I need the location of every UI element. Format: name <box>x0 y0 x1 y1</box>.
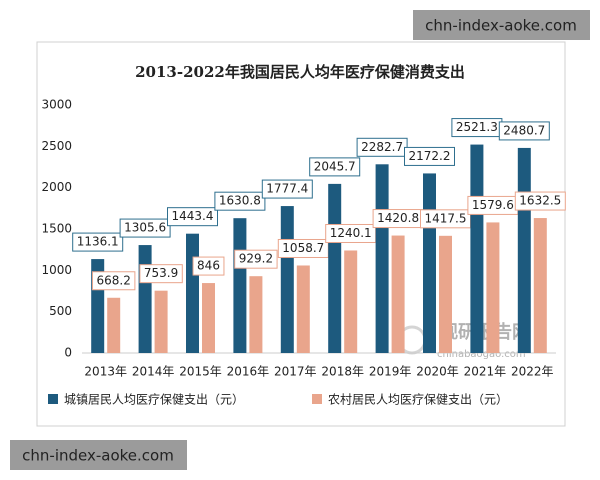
x-tick-label: 2022年 <box>511 365 554 379</box>
y-tick-label: 1000 <box>41 263 72 277</box>
bar <box>486 222 500 353</box>
value-label: 2521.3 <box>456 120 498 134</box>
value-label-box <box>261 179 313 199</box>
legend-swatch <box>312 394 322 404</box>
value-label: 1579.6 <box>472 198 514 212</box>
value-label: 2045.7 <box>314 159 356 173</box>
y-tick-label: 3000 <box>41 98 72 112</box>
watermark: 观研报告网 <box>440 321 530 343</box>
x-tick-label: 2015年 <box>179 365 222 379</box>
bar <box>138 245 152 353</box>
value-label: 1630.8 <box>219 194 261 208</box>
bar <box>439 235 452 353</box>
x-tick-label: 2013年 <box>84 365 127 379</box>
x-tick-label: 2020年 <box>416 365 459 379</box>
legend-swatch <box>48 394 58 404</box>
value-label-box <box>234 249 278 269</box>
value-label: 1058.7 <box>282 241 324 255</box>
value-label-box <box>214 191 266 211</box>
value-label: 1305.6 <box>124 221 166 235</box>
value-label-box <box>498 121 550 141</box>
watermark: chn-index-aoke.com <box>22 447 174 465</box>
value-label: 753.9 <box>144 266 178 280</box>
y-tick-label: 1500 <box>41 222 72 236</box>
chart-title: 2013-2022年我国居民人均年医疗保健消费支出 <box>135 63 465 81</box>
value-label: 1777.4 <box>266 182 308 196</box>
value-label: 2480.7 <box>503 123 545 137</box>
x-tick-label: 2016年 <box>227 365 270 379</box>
bar <box>391 235 405 353</box>
value-label: 1417.5 <box>425 211 467 225</box>
bar <box>233 218 247 353</box>
value-label: 1632.5 <box>519 194 561 208</box>
y-tick-label: 500 <box>49 304 72 318</box>
bar <box>154 290 168 353</box>
watermark: chn-index-aoke.com <box>425 17 577 35</box>
bar <box>375 164 389 353</box>
value-label: 1136.1 <box>77 235 119 249</box>
legend-label: 城镇居民人均医疗保健支出（元） <box>64 393 244 407</box>
x-tick-label: 2018年 <box>321 365 364 379</box>
value-label-box <box>514 191 566 211</box>
value-label: 668.2 <box>97 273 131 287</box>
y-tick-label: 2000 <box>41 180 72 194</box>
watermark-box <box>413 10 590 40</box>
value-label: 929.2 <box>239 252 273 266</box>
value-label-box <box>404 146 455 166</box>
bar <box>344 250 358 353</box>
value-label: 2172.2 <box>409 149 451 163</box>
value-label: 1443.4 <box>172 209 214 223</box>
value-label-box <box>92 271 136 291</box>
value-label: 2282.7 <box>361 140 403 154</box>
y-tick-label: 2500 <box>41 139 72 153</box>
legend-label: 农村居民人均医疗保健支出（元） <box>328 393 508 407</box>
x-tick-label: 2014年 <box>132 365 175 379</box>
bar <box>249 276 263 353</box>
bar <box>517 147 531 353</box>
watermark-box <box>10 440 187 470</box>
bar <box>186 233 199 353</box>
x-tick-label: 2019年 <box>369 365 412 379</box>
bar <box>107 297 121 353</box>
bar <box>328 183 342 353</box>
bar <box>423 173 436 353</box>
value-label-box <box>72 232 124 252</box>
bar <box>202 283 215 353</box>
bar <box>533 218 547 353</box>
x-tick-label: 2017年 <box>274 365 317 379</box>
x-tick-label: 2021年 <box>464 365 507 379</box>
bar <box>280 206 294 353</box>
value-label-box <box>139 264 183 284</box>
watermark: chinabaogao.com <box>437 349 526 360</box>
value-label: 1420.8 <box>377 211 419 225</box>
value-label: 846 <box>197 259 220 273</box>
value-label-box <box>309 157 361 177</box>
bar <box>296 265 310 353</box>
value-label-box <box>192 256 225 276</box>
bar <box>470 144 484 353</box>
value-label-box <box>167 207 218 227</box>
value-label-box <box>119 218 171 238</box>
y-tick-label: 0 <box>64 346 72 360</box>
value-label: 1240.1 <box>330 226 372 240</box>
